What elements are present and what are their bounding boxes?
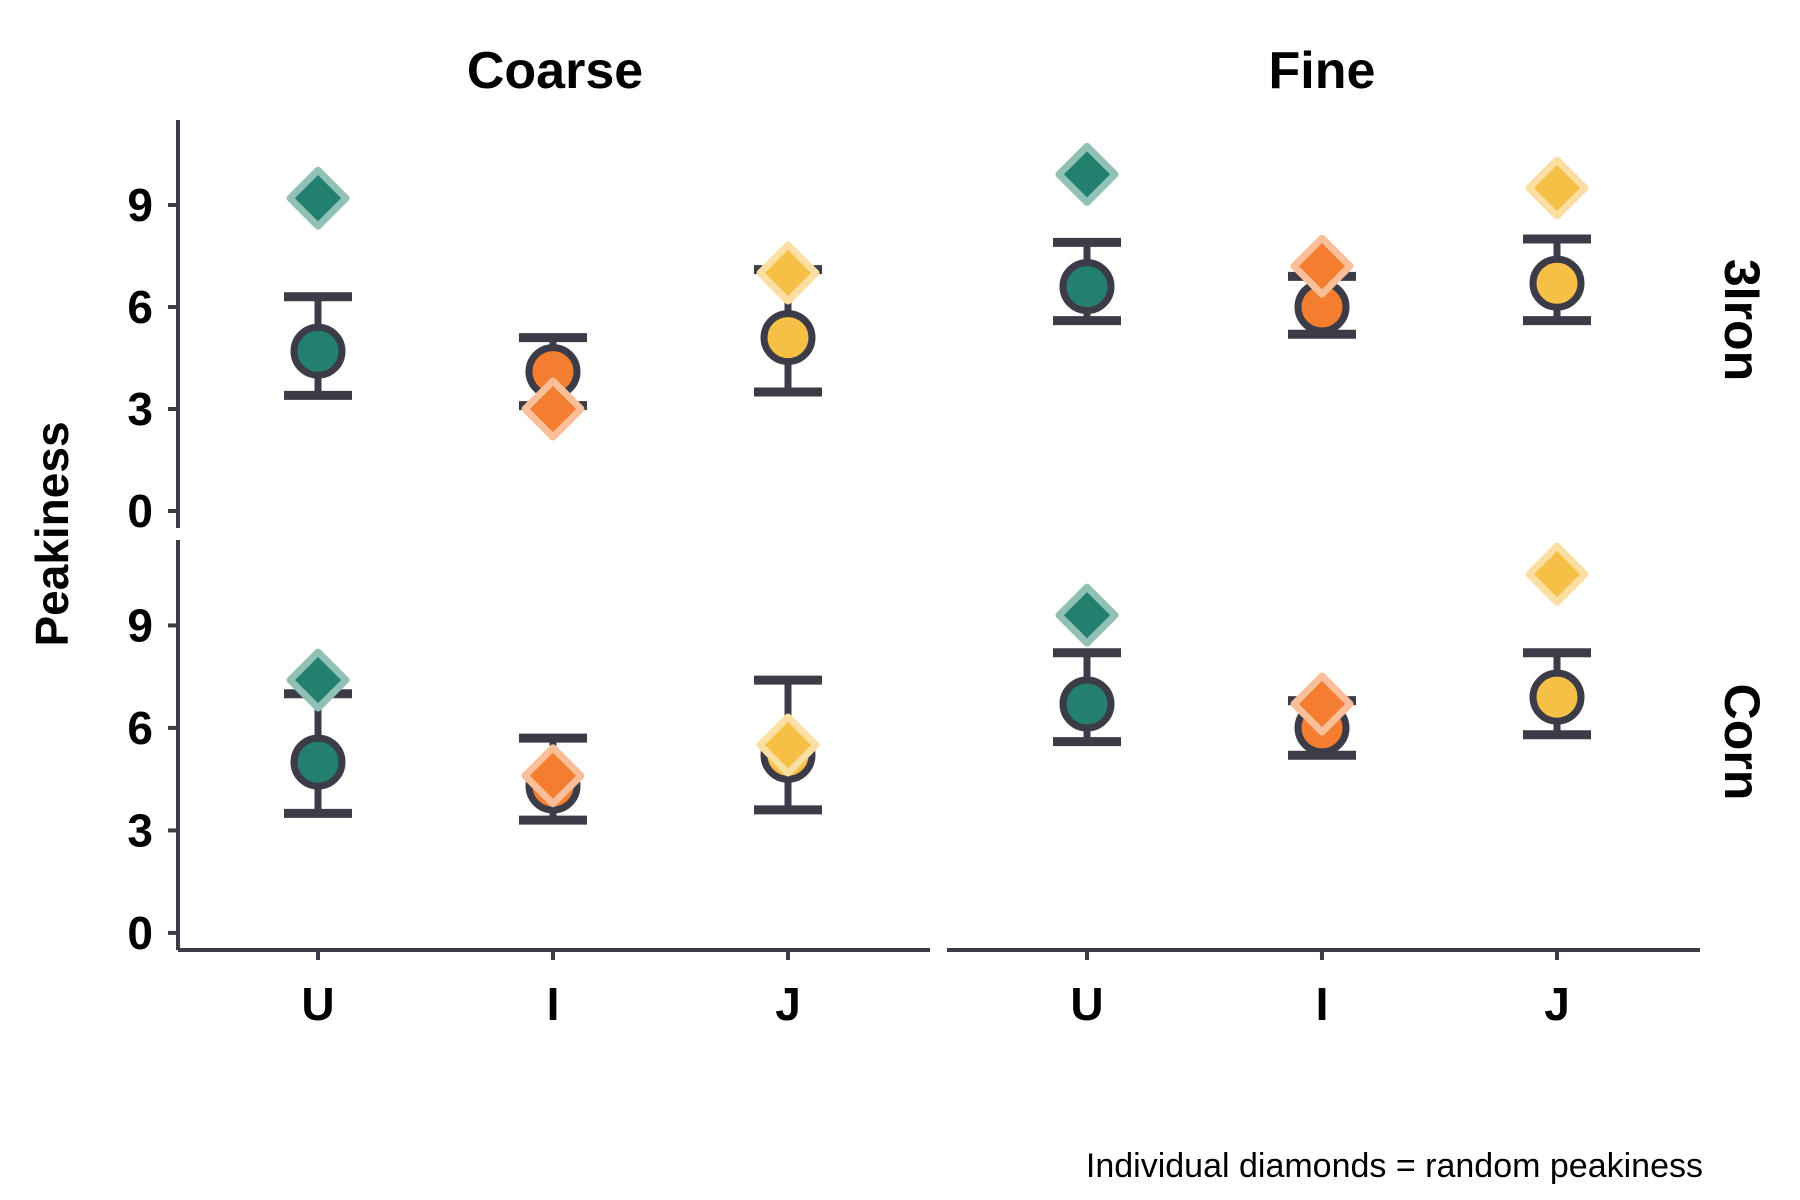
facet-title-fine: Fine — [1269, 42, 1376, 100]
y-tick-label: 6 — [127, 281, 153, 333]
diamond-point — [286, 648, 350, 712]
diamond-point — [1525, 542, 1589, 606]
diamond-point — [756, 241, 820, 305]
diamond-point — [1290, 234, 1354, 298]
mean-point — [1529, 255, 1585, 311]
chart-caption: Individual diamonds = random peakiness — [1086, 1147, 1703, 1185]
x-tick-label: I — [1316, 978, 1329, 1030]
diamond-point — [756, 713, 820, 777]
x-tick-label: I — [547, 978, 560, 1030]
facet-row-labels: 3Iron Corn — [1714, 259, 1770, 800]
y-tick-label: 9 — [127, 599, 153, 651]
diamond-point — [1290, 672, 1354, 736]
diamond-point — [521, 744, 585, 808]
x-tick-label: U — [301, 978, 334, 1030]
facet-title-coarse: Coarse — [467, 42, 643, 100]
y-tick-label: 3 — [127, 383, 153, 435]
diamond-point — [286, 166, 350, 230]
facet-column-titles: Coarse Fine — [467, 42, 1376, 100]
mean-point — [1059, 259, 1115, 315]
facet-row-label-corn: Corn — [1714, 684, 1770, 801]
mean-point — [290, 734, 346, 790]
y-tick-label: 9 — [127, 179, 153, 231]
mean-point — [290, 323, 346, 379]
mean-point — [760, 310, 816, 366]
y-tick-label: 0 — [127, 907, 153, 959]
mean-point — [1529, 669, 1585, 725]
x-tick-label: J — [775, 978, 801, 1030]
diamond-point — [1055, 142, 1119, 206]
marks-layer — [284, 142, 1591, 825]
axes-layer: 0 3 6 9 0 3 6 9 U I J U I J — [127, 120, 1700, 1030]
x-tick-label: J — [1544, 978, 1570, 1030]
y-tick-label: 0 — [127, 485, 153, 537]
diamond-point — [1525, 156, 1589, 220]
x-tick-label: U — [1070, 978, 1103, 1030]
diamond-point — [521, 377, 585, 441]
diamond-point — [1055, 583, 1119, 647]
y-tick-label: 6 — [127, 702, 153, 754]
facet-row-label-3iron: 3Iron — [1714, 259, 1770, 381]
y-axis-title: Peakiness — [26, 421, 78, 646]
y-tick-label: 3 — [127, 804, 153, 856]
mean-point — [1059, 676, 1115, 732]
